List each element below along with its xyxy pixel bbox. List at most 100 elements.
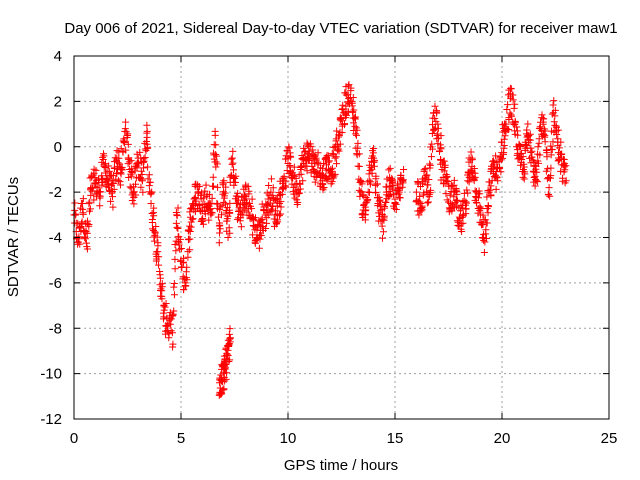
data-point	[328, 150, 336, 158]
data-point	[546, 174, 554, 182]
data-point	[423, 171, 431, 179]
data-point	[362, 206, 370, 214]
data-point	[229, 147, 237, 155]
data-point	[130, 188, 138, 196]
data-point	[365, 170, 373, 178]
data-point	[444, 178, 452, 186]
data-point	[422, 172, 430, 180]
data-point	[184, 253, 192, 261]
data-point	[209, 173, 217, 181]
data-point	[336, 140, 344, 148]
data-point	[531, 182, 539, 190]
data-point	[222, 375, 230, 383]
data-point	[170, 291, 178, 299]
data-point	[93, 183, 101, 191]
data-point	[143, 121, 151, 129]
data-point	[533, 168, 541, 176]
data-point	[380, 202, 388, 210]
data-point	[220, 386, 228, 394]
data-point	[519, 153, 527, 161]
data-point	[285, 143, 293, 151]
data-point	[152, 223, 160, 231]
data-point	[128, 196, 136, 204]
data-point	[154, 248, 162, 256]
data-point	[201, 210, 209, 218]
data-point	[395, 188, 403, 196]
data-point	[482, 234, 490, 242]
data-point	[221, 189, 229, 197]
data-point	[222, 183, 230, 191]
data-point	[186, 227, 194, 235]
data-point	[186, 235, 194, 243]
data-point	[548, 146, 556, 154]
data-point	[510, 104, 518, 112]
data-point	[354, 144, 362, 152]
data-point	[501, 132, 509, 140]
data-point	[453, 190, 461, 198]
data-point	[377, 217, 385, 225]
data-point	[500, 135, 508, 143]
data-point	[349, 94, 357, 102]
data-point	[226, 209, 234, 217]
data-point	[151, 228, 159, 236]
data-point	[379, 216, 387, 224]
data-point	[441, 161, 449, 169]
data-point	[206, 199, 214, 207]
data-point	[333, 160, 341, 168]
data-point	[223, 369, 231, 377]
data-point	[299, 177, 307, 185]
data-point	[241, 191, 249, 199]
data-point	[180, 254, 188, 262]
data-point	[287, 153, 295, 161]
data-point	[352, 130, 360, 138]
x-tick-label: 0	[70, 430, 78, 447]
data-point	[511, 120, 519, 128]
data-point	[224, 234, 232, 241]
data-point	[108, 189, 116, 197]
data-point	[376, 196, 384, 204]
data-point	[182, 282, 190, 290]
data-point	[249, 231, 257, 239]
data-point	[78, 218, 86, 226]
data-point	[477, 205, 485, 213]
data-point	[155, 261, 163, 269]
data-point	[551, 106, 559, 114]
data-point	[446, 191, 454, 199]
data-point	[158, 283, 166, 291]
data-point	[264, 195, 272, 203]
y-tick-label: -4	[49, 230, 62, 247]
data-point	[473, 199, 481, 207]
data-point	[216, 225, 224, 233]
data-point	[509, 96, 517, 104]
data-point	[505, 126, 513, 134]
data-point	[114, 159, 122, 167]
data-point	[237, 223, 245, 231]
data-point	[465, 178, 473, 186]
data-point	[562, 162, 570, 170]
data-point	[365, 177, 373, 185]
y-tick-label: 4	[54, 48, 62, 65]
data-point	[277, 203, 285, 211]
data-point	[71, 206, 79, 214]
data-point	[109, 193, 117, 201]
data-point	[554, 126, 562, 134]
data-point	[267, 175, 275, 183]
data-point	[544, 191, 552, 199]
data-point	[79, 195, 87, 203]
data-point	[208, 194, 216, 202]
data-point	[485, 178, 493, 186]
data-point	[307, 142, 315, 150]
data-point	[350, 106, 358, 114]
data-point	[152, 257, 160, 265]
data-point	[262, 224, 270, 232]
data-point	[291, 181, 299, 189]
data-point	[277, 210, 285, 218]
data-point	[296, 185, 304, 193]
data-point	[84, 217, 92, 225]
data-point	[351, 122, 359, 130]
data-point	[225, 224, 233, 232]
data-point	[139, 158, 147, 166]
data-point	[487, 191, 495, 199]
data-point	[155, 253, 163, 261]
